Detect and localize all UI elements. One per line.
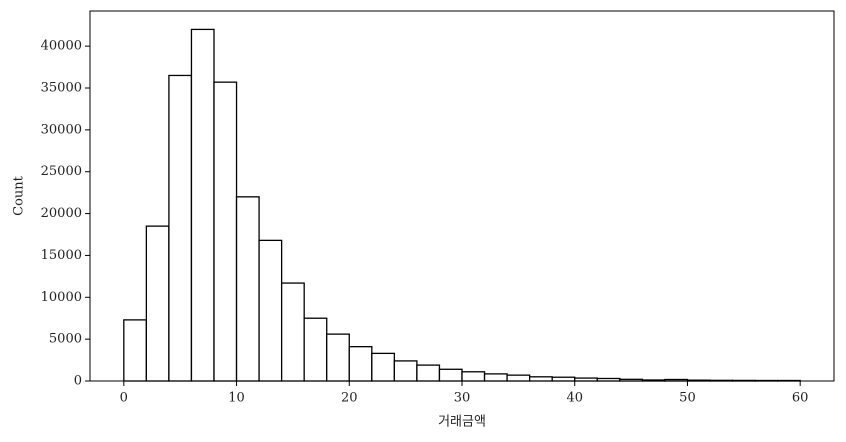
bar <box>190 28 215 382</box>
bar <box>145 225 170 382</box>
bar <box>348 346 373 382</box>
bar <box>528 376 553 382</box>
bar <box>506 374 531 382</box>
x-tick-label: 60 <box>792 391 809 406</box>
bar <box>123 319 148 382</box>
y-tick-label: 15000 <box>41 248 82 263</box>
bar <box>303 317 328 382</box>
bar <box>235 196 260 382</box>
bar <box>213 81 238 382</box>
x-tick-label: 0 <box>120 391 128 406</box>
bar <box>258 239 283 382</box>
bar <box>483 373 508 382</box>
bar <box>551 376 576 382</box>
x-tick-label: 50 <box>679 391 696 406</box>
bar <box>280 282 305 382</box>
x-tick-label: 40 <box>566 391 583 406</box>
bar <box>393 360 418 382</box>
x-axis-label: 거래금액 <box>438 415 486 430</box>
y-tick-label: 35000 <box>41 81 82 96</box>
bar <box>168 74 193 382</box>
bar <box>416 364 441 382</box>
y-tick-label: 5000 <box>49 332 82 347</box>
x-tick-label: 30 <box>454 391 471 406</box>
x-tick-label: 20 <box>341 391 358 406</box>
y-tick-label: 30000 <box>41 122 82 137</box>
bar <box>371 352 396 382</box>
y-axis-label: Count <box>12 175 27 216</box>
y-tick-label: 20000 <box>41 206 82 221</box>
bar <box>461 371 486 382</box>
y-tick-label: 40000 <box>41 39 82 54</box>
bar <box>326 333 350 382</box>
y-tick-label: 10000 <box>41 290 82 305</box>
y-tick-label: 25000 <box>41 164 82 179</box>
bar <box>438 368 463 382</box>
x-tick-label: 10 <box>228 391 245 406</box>
y-tick-label: 0 <box>74 374 82 389</box>
